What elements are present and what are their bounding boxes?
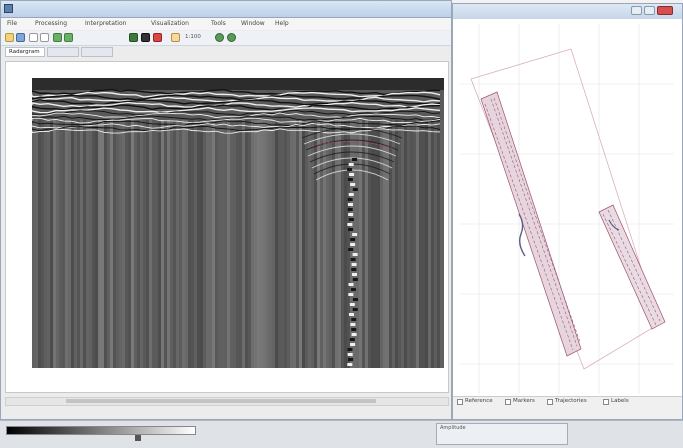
map-status-bar: Reference Markers Trajectories Labels — [453, 396, 682, 419]
radargram-image[interactable] — [32, 78, 444, 368]
tab-radargram[interactable]: Radargram — [5, 47, 45, 57]
markers-label: Markers — [513, 398, 535, 404]
reference-checkbox[interactable] — [457, 399, 463, 405]
markers-checkbox[interactable] — [505, 399, 511, 405]
tab-third[interactable] — [81, 47, 113, 57]
maximize-button[interactable] — [644, 6, 655, 15]
trajectories-label: Trajectories — [555, 398, 587, 404]
main-window: File Processing Interpretation Visualiza… — [0, 0, 452, 420]
stop-icon[interactable] — [153, 33, 162, 42]
menu-visualization[interactable]: Visualization — [151, 20, 189, 27]
gradient-slider-handle[interactable] — [135, 435, 141, 441]
menu-help[interactable]: Help — [275, 20, 289, 27]
zoom-level: 1:100 — [185, 34, 201, 40]
marker-icon[interactable] — [215, 33, 224, 42]
labels-checkbox[interactable] — [603, 399, 609, 405]
labels-label: Labels — [611, 398, 629, 404]
forward-icon[interactable] — [64, 33, 73, 42]
range-title: Amplitude — [440, 425, 466, 431]
minimize-button[interactable] — [631, 6, 642, 15]
scrollbar-thumb[interactable] — [66, 399, 376, 403]
save-icon[interactable] — [16, 33, 25, 42]
tab-strip: Radargram — [1, 46, 451, 58]
trajectories-checkbox[interactable] — [547, 399, 553, 405]
menu-interpretation[interactable]: Interpretation — [85, 20, 127, 27]
amplitude-range-panel: Amplitude — [436, 423, 568, 445]
color-gradient-bar[interactable] — [6, 426, 196, 435]
palette-icon[interactable] — [171, 33, 180, 42]
play-icon[interactable] — [53, 33, 62, 42]
horizontal-scrollbar[interactable] — [5, 397, 449, 406]
radargram-frame — [5, 61, 449, 393]
main-titlebar[interactable] — [1, 1, 451, 18]
zoom-out-icon[interactable] — [40, 33, 49, 42]
open-icon[interactable] — [5, 33, 14, 42]
marker-add-icon[interactable] — [227, 33, 236, 42]
map-plot[interactable] — [459, 24, 674, 394]
menu-file[interactable]: File — [7, 20, 18, 27]
zoom-in-icon[interactable] — [29, 33, 38, 42]
reference-label: Reference — [465, 398, 493, 404]
layer-green-icon[interactable] — [129, 33, 138, 42]
menu-window[interactable]: Window — [241, 20, 265, 27]
map-titlebar[interactable] — [453, 4, 682, 19]
bottom-status-bar: Amplitude — [0, 420, 683, 448]
close-button[interactable] — [657, 6, 673, 15]
app-icon — [4, 4, 13, 13]
toolbar: 1:100 — [1, 31, 451, 46]
survey-track-main — [480, 91, 582, 357]
survey-track-secondary — [598, 204, 666, 330]
menu-processing[interactable]: Processing — [35, 20, 68, 27]
menu-tools[interactable]: Tools — [211, 20, 226, 27]
menu-bar: File Processing Interpretation Visualiza… — [1, 18, 451, 30]
layer-black-icon[interactable] — [141, 33, 150, 42]
map-window: Reference Markers Trajectories Labels — [452, 3, 683, 420]
tab-second[interactable] — [47, 47, 79, 57]
